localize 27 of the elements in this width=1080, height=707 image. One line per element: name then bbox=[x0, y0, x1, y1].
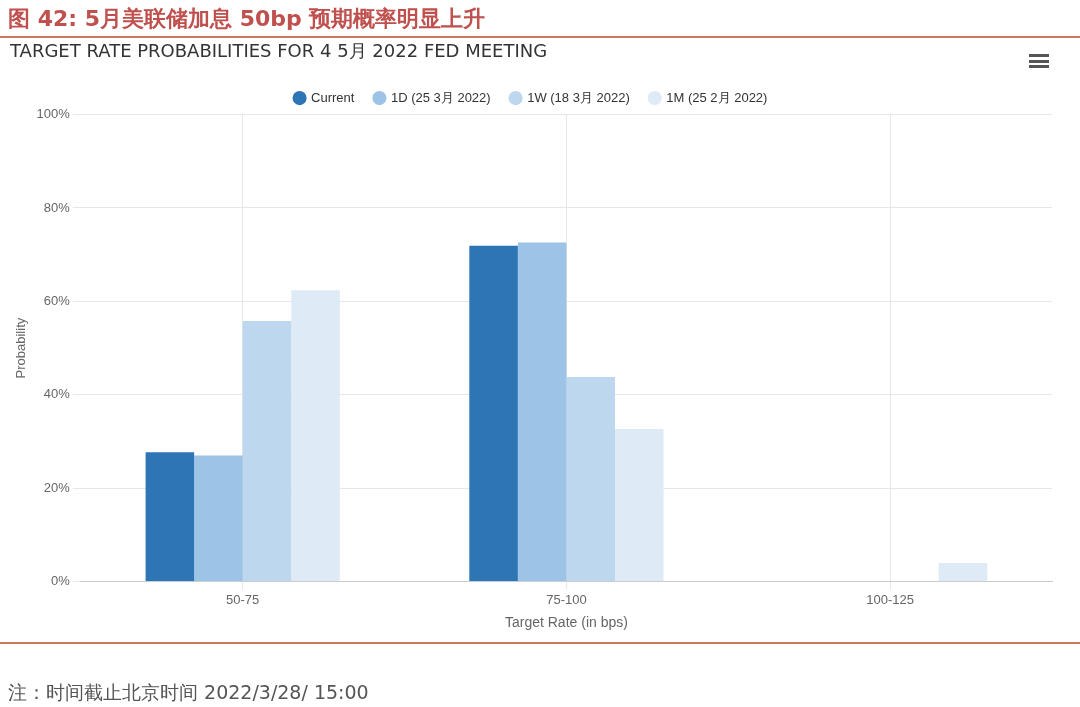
legend-label: 1M (25 2月 2022) bbox=[666, 89, 768, 105]
y-tick-label: 40% bbox=[43, 386, 71, 402]
bar bbox=[938, 562, 988, 582]
x-tick-label: 75-100 bbox=[546, 591, 587, 607]
x-axis-title: Target Rate (in bps) bbox=[504, 614, 628, 631]
y-axis-title: Probability bbox=[13, 317, 29, 379]
bar bbox=[291, 290, 340, 582]
bar bbox=[614, 428, 664, 582]
y-tick-label: 0% bbox=[51, 573, 71, 589]
bar bbox=[145, 452, 195, 582]
text: 注：时间截止北京时间 2022/3/28/ 15:00 bbox=[8, 680, 369, 705]
x-tick-label: 50-75 bbox=[226, 591, 260, 607]
chart-subtitle: TARGET RATE PROBABILITIES FOR 4 5月 2022 FED MEETING bbox=[9, 40, 548, 62]
y-tick-label: 100% bbox=[36, 106, 71, 122]
x-tick-label: 100-125 bbox=[866, 591, 914, 607]
y-tick-label: 80% bbox=[43, 199, 71, 215]
legend-label: 1W (18 3月 2022) bbox=[527, 89, 630, 105]
bar bbox=[517, 242, 567, 582]
bar bbox=[566, 377, 615, 582]
legend-label: 1D (25 3月 2022) bbox=[390, 89, 491, 105]
bar bbox=[469, 245, 518, 582]
bar bbox=[194, 455, 243, 582]
y-tick-label: 60% bbox=[43, 292, 71, 308]
bar bbox=[242, 321, 292, 582]
y-tick-label: 20% bbox=[43, 479, 71, 495]
legend-label: Current bbox=[311, 89, 355, 105]
chart-title: 图 42: 5月美联储加息 50bp 预期概率明显上升 bbox=[8, 5, 486, 33]
